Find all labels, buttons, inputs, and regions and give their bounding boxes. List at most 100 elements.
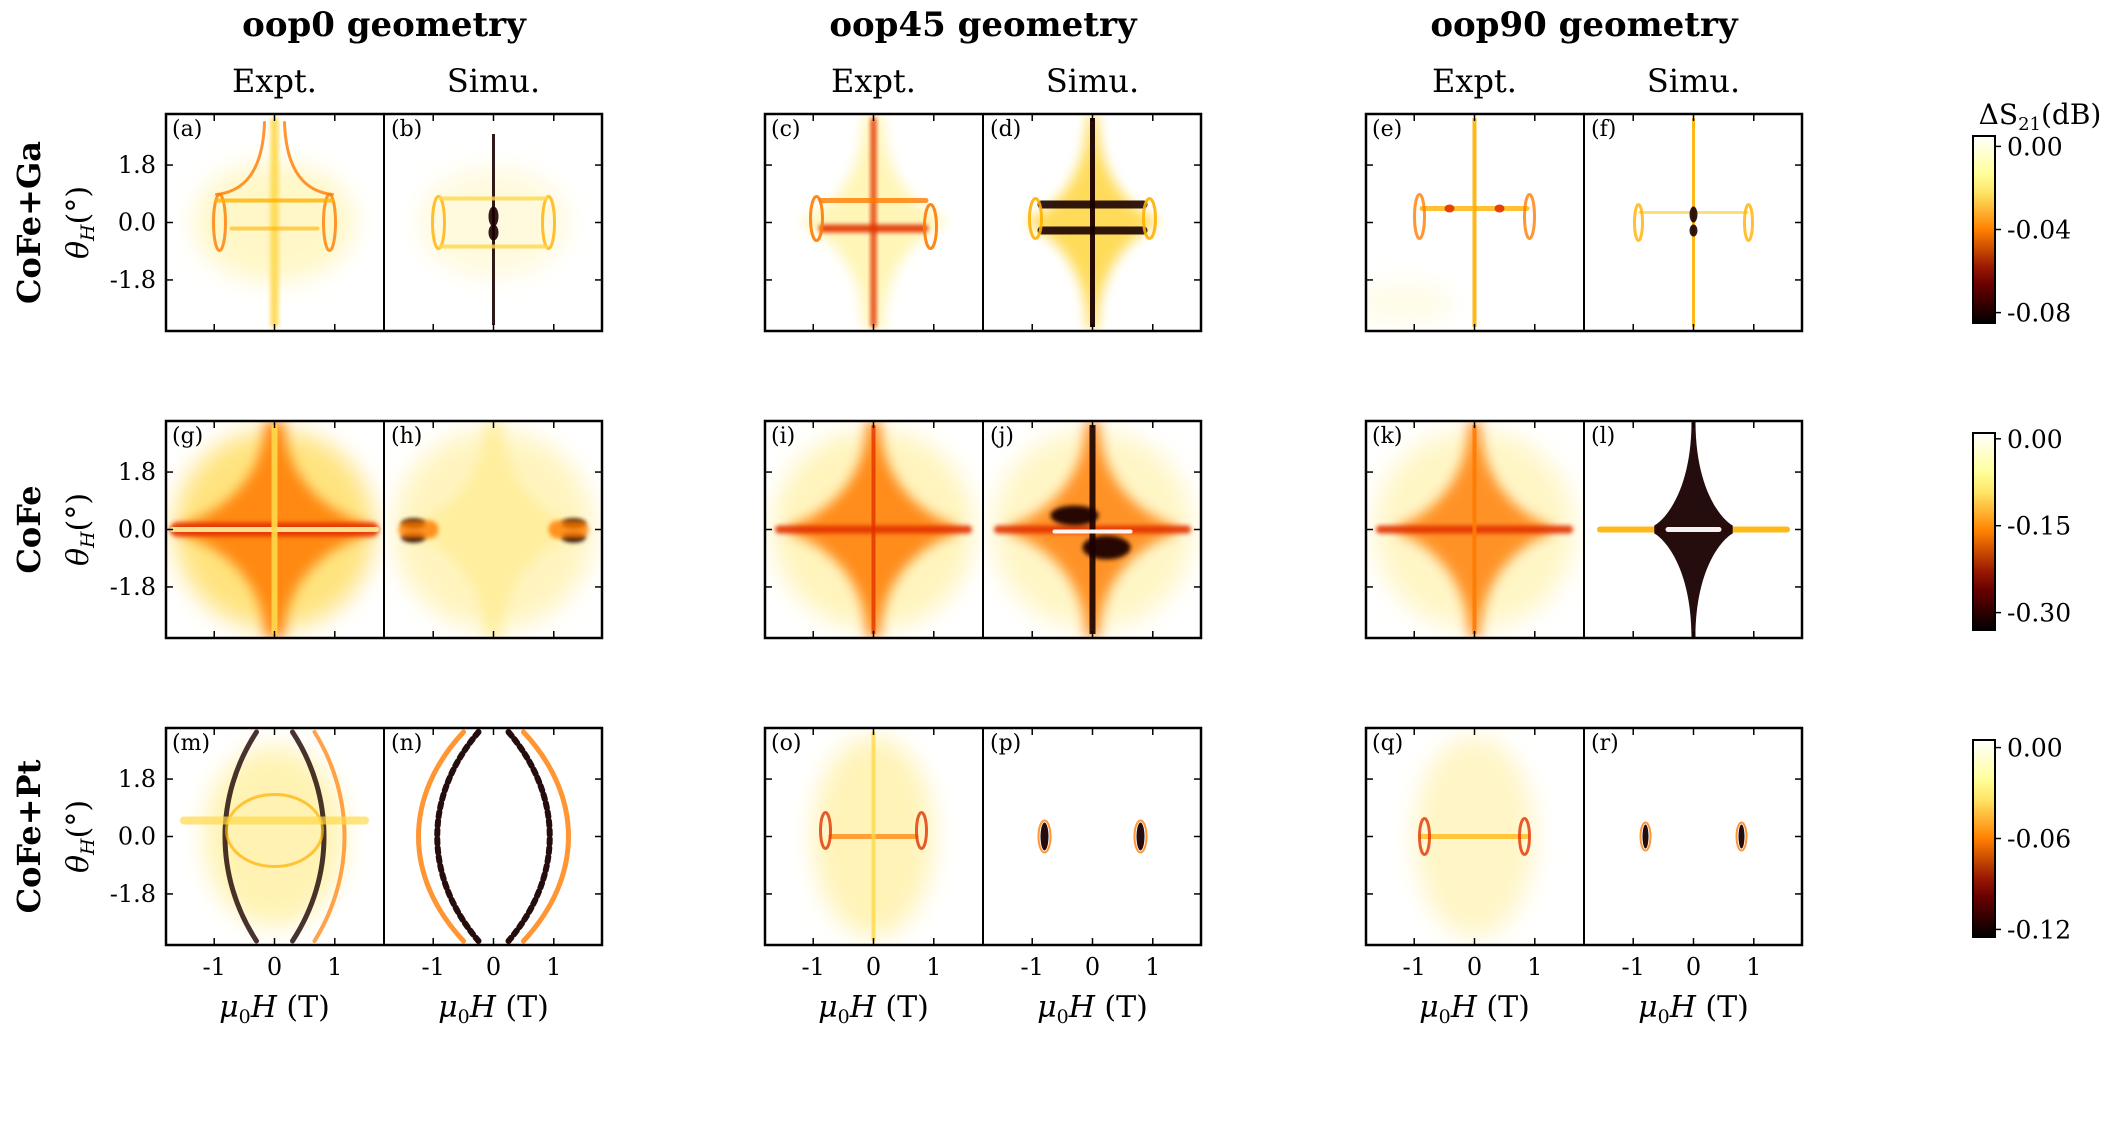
- colorbar: [1972, 135, 1996, 324]
- colorbar-tick-label: 0.00: [2007, 734, 2063, 763]
- heatmap-panel: [765, 728, 982, 945]
- x-tick-label: 0: [866, 953, 881, 981]
- y-axis-label: θH(°): [61, 800, 99, 873]
- heatmap-panel: [1585, 421, 1802, 638]
- panel-letter: (e): [1372, 117, 1402, 142]
- geometry-title: oop45 geometry: [829, 5, 1138, 45]
- heatmap-panel: [166, 421, 383, 638]
- x-tick-label: 1: [1145, 953, 1160, 981]
- panel-letter: (r): [1591, 731, 1619, 756]
- heatmap-panel: [984, 421, 1201, 638]
- y-tick-label: 0.0: [118, 823, 156, 851]
- panel-letter: (p): [990, 731, 1021, 756]
- x-tick-label: 0: [1085, 953, 1100, 981]
- column-subtitle: Simu.: [1046, 62, 1139, 100]
- x-tick-label: 1: [926, 953, 941, 981]
- x-tick-label: -1: [1403, 953, 1426, 981]
- panel-letter: (k): [1372, 424, 1403, 449]
- panel-letter: (a): [172, 117, 202, 142]
- panel-letter: (f): [1591, 117, 1616, 142]
- x-axis-label: μ0H (T): [1037, 990, 1148, 1028]
- panel-background: [385, 728, 602, 945]
- x-tick-label: 1: [1527, 953, 1542, 981]
- heatmap-panel: [765, 114, 982, 331]
- row-label: CoFe+Ga: [10, 141, 48, 304]
- y-tick-label: 1.8: [118, 458, 156, 486]
- y-axis-label: θH(°): [61, 186, 99, 259]
- panel-letter: (l): [1591, 424, 1615, 449]
- column-subtitle: Expt.: [831, 62, 916, 100]
- colorbar-tick-label: -0.06: [2007, 825, 2071, 854]
- colorbar: [1972, 432, 1996, 631]
- x-axis-label: μ0H (T): [818, 990, 929, 1028]
- heatmap-panel: [385, 728, 602, 945]
- x-tick-label: 0: [1686, 953, 1701, 981]
- panel-letter: (g): [172, 424, 203, 449]
- heatmap-panel: [385, 421, 602, 638]
- row-label: CoFe: [10, 485, 48, 573]
- colorbar-tick-label: -0.04: [2007, 216, 2071, 245]
- x-tick-label: -1: [1622, 953, 1645, 981]
- colorbar-tick-label: -0.15: [2007, 512, 2071, 541]
- heatmap-panel: [984, 114, 1201, 331]
- panel-letter: (q): [1372, 731, 1403, 756]
- column-subtitle: Expt.: [232, 62, 317, 100]
- heatmap-panel: [1585, 114, 1802, 331]
- panel-background: [1585, 728, 1802, 945]
- heatmap-panel: [166, 114, 383, 331]
- panel-letter: (o): [771, 731, 801, 756]
- plot-area: [166, 114, 1802, 945]
- column-subtitle: Expt.: [1432, 62, 1517, 100]
- heatmap-panel: [1366, 728, 1583, 945]
- panel-letter: (n): [391, 731, 422, 756]
- colorbar-tick-label: -0.12: [2007, 915, 2071, 944]
- x-axis-label: μ0H (T): [219, 990, 330, 1028]
- heatmap-panel: [984, 728, 1201, 945]
- panel-background: [984, 728, 1201, 945]
- x-axis-label: μ0H (T): [1638, 990, 1749, 1028]
- y-tick-label: 1.8: [118, 151, 156, 179]
- colorbar-title: ΔS21(dB): [1979, 98, 2102, 135]
- x-tick-label: 1: [327, 953, 342, 981]
- heatmap-panel: [385, 114, 602, 331]
- x-tick-label: -1: [422, 953, 445, 981]
- x-tick-label: 0: [267, 953, 282, 981]
- geometry-title: oop0 geometry: [242, 5, 527, 45]
- colorbar-tick-label: -0.08: [2007, 299, 2071, 328]
- x-tick-label: 1: [1746, 953, 1761, 981]
- y-tick-label: -1.8: [110, 573, 156, 601]
- y-tick-label: 0.0: [118, 516, 156, 544]
- panel-letter: (c): [771, 117, 801, 142]
- colorbar: [1972, 739, 1996, 938]
- heatmap-panel: [1585, 728, 1802, 945]
- panel-letter: (j): [990, 424, 1014, 449]
- column-subtitle: Simu.: [1647, 62, 1740, 100]
- panel-letter: (d): [990, 117, 1021, 142]
- panel-letter: (b): [391, 117, 422, 142]
- row-label: CoFe+Pt: [10, 759, 48, 913]
- y-tick-label: 0.0: [118, 209, 156, 237]
- y-tick-label: -1.8: [110, 880, 156, 908]
- x-tick-label: 0: [1467, 953, 1482, 981]
- column-subtitle: Simu.: [447, 62, 540, 100]
- colorbar-tick-label: 0.00: [2007, 132, 2063, 161]
- x-tick-label: 0: [486, 953, 501, 981]
- x-axis-label: μ0H (T): [438, 990, 549, 1028]
- x-axis-label: μ0H (T): [1419, 990, 1530, 1028]
- y-tick-label: -1.8: [110, 266, 156, 294]
- heatmap-panel: [765, 421, 982, 638]
- colorbar-tick-label: 0.00: [2007, 425, 2063, 454]
- y-axis-label: θH(°): [61, 493, 99, 566]
- heatmap-panel: [166, 728, 383, 945]
- x-tick-label: -1: [1021, 953, 1044, 981]
- y-tick-label: 1.8: [118, 765, 156, 793]
- panel-letter: (m): [172, 731, 210, 756]
- heatmap-panel: [1366, 421, 1583, 638]
- heatmap-panel: [1366, 114, 1583, 331]
- colorbar-tick-label: -0.30: [2007, 599, 2071, 628]
- panel-letter: (i): [771, 424, 795, 449]
- x-tick-label: 1: [546, 953, 561, 981]
- x-tick-label: -1: [802, 953, 825, 981]
- panel-letter: (h): [391, 424, 422, 449]
